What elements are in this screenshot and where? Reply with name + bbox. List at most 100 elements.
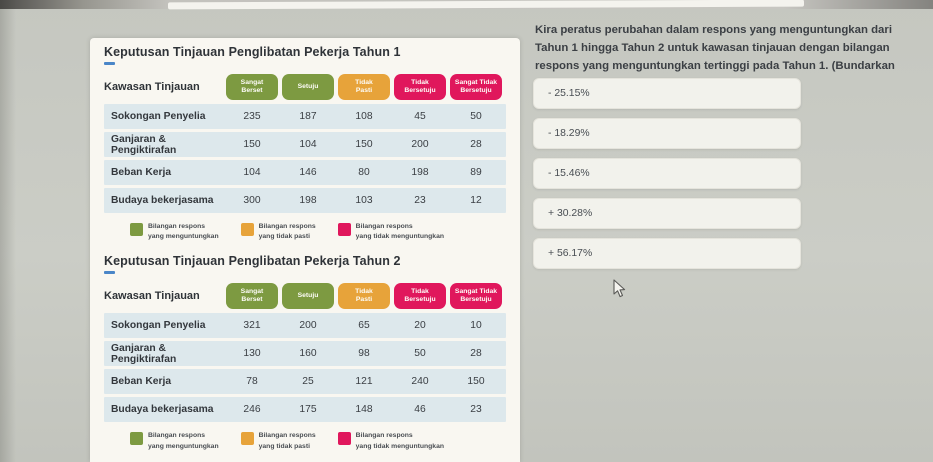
row-label: Sokongan Penyelia — [111, 320, 206, 332]
legend-swatch-pink — [337, 432, 351, 446]
cell-value: 89 — [470, 167, 482, 178]
cell-value: 198 — [411, 167, 429, 178]
column-badge-uncertain: Tidak Pasti — [338, 283, 390, 310]
answer-option-5[interactable]: + 56.17% — [533, 238, 801, 269]
column-badge-uncertain: Tidak Pasti — [338, 74, 390, 100]
cell-value: 235 — [243, 111, 261, 122]
cell-value: 200 — [299, 320, 317, 332]
cell-value: 198 — [299, 195, 317, 206]
title-underline-accent — [104, 62, 115, 65]
cell-value: 104 — [243, 167, 261, 178]
row-header-label: Kawasan Tinjauan — [104, 81, 200, 93]
row-label: Budaya bekerjasama — [111, 404, 214, 416]
row-label: Ganjaran & Pengiktirafan — [111, 133, 177, 156]
cell-value: 78 — [246, 376, 258, 388]
cell-value: 45 — [414, 111, 426, 122]
row-header-label: Kawasan Tinjauan — [104, 290, 200, 303]
legend-line: Bilangan respons — [355, 223, 413, 230]
legend: Bilangan respons yang menguntungkan Bila… — [130, 431, 506, 451]
legend-item-favourable: Bilangan respons yang menguntungkan — [130, 222, 219, 242]
table-year1: Keputusan Tinjauan Penglibatan Pekerja T… — [104, 45, 506, 242]
cell-value: 50 — [470, 111, 482, 122]
cell-value: 160 — [299, 348, 317, 360]
cell-value: 103 — [355, 195, 373, 206]
answer-option-1[interactable]: - 25.15% — [533, 78, 801, 109]
badge-line: Setuju — [297, 82, 319, 90]
legend-line: Bilangan respons — [258, 223, 316, 230]
cell-value: 10 — [470, 320, 482, 332]
cell-value: 28 — [470, 348, 482, 360]
cell-value: 25 — [302, 376, 314, 388]
legend-line: Bilangan respons — [355, 432, 413, 440]
badge-line: Tidak — [355, 78, 373, 86]
answer-option-2[interactable]: - 18.29% — [533, 118, 801, 149]
table-row: Budaya bekerjasama 246 175 148 46 23 — [104, 397, 506, 423]
column-badge-strongly-agree: Sangat Berset — [226, 283, 278, 310]
legend-label: Bilangan respons yang menguntungkan — [148, 222, 219, 242]
legend-line: Bilangan respons — [258, 432, 316, 440]
legend-item-favourable: Bilangan respons yang menguntungkan — [130, 431, 219, 451]
cell-value: 121 — [355, 376, 373, 388]
legend-line: yang tidak pasti — [258, 233, 310, 241]
column-badge-agree: Setuju — [282, 74, 334, 100]
legend-line: yang tidak pasti — [258, 442, 310, 450]
cell-value: 12 — [470, 195, 482, 206]
badge-line: Bersetuju — [460, 296, 492, 304]
table-row: Beban Kerja 104 146 80 198 89 — [104, 160, 506, 185]
cell-value: 150 — [467, 376, 485, 388]
legend-item-unfavourable: Bilangan respons yang tidak menguntungka… — [337, 222, 444, 242]
legend-line: yang menguntungkan — [148, 233, 219, 241]
badge-line: Setuju — [297, 292, 319, 300]
cell-value: 80 — [358, 167, 370, 178]
table-row: Budaya bekerjasama 300 198 103 23 12 — [104, 188, 506, 213]
cell-value: 130 — [243, 348, 261, 360]
answer-option-3[interactable]: - 15.46% — [533, 158, 801, 189]
legend: Bilangan respons yang menguntungkan Bila… — [130, 222, 506, 242]
legend-line: Bilangan respons — [148, 432, 206, 440]
cell-value: 20 — [414, 320, 426, 332]
cell-value: 150 — [243, 139, 261, 150]
badge-line: Tidak — [411, 78, 429, 86]
legend-label: Bilangan respons yang tidak menguntungka… — [356, 431, 444, 451]
badge-line: Pasti — [355, 296, 373, 304]
legend-swatch-green — [130, 223, 143, 236]
table-year2: Keputusan Tinjauan Penglibatan Pekerja T… — [104, 254, 506, 451]
cell-value: 23 — [414, 195, 426, 206]
legend-item-uncertain: Bilangan respons yang tidak pasti — [240, 431, 316, 451]
table-year2-header-row: Kawasan Tinjauan Sangat Berset Setuju Ti… — [104, 282, 506, 310]
cell-value: 187 — [299, 111, 317, 122]
cell-value: 200 — [411, 139, 429, 150]
row-label: Beban Kerja — [111, 167, 172, 178]
table-row: Ganjaran & Pengiktirafan 150 104 150 200… — [104, 132, 506, 157]
badge-line: Sangat Tidak — [454, 288, 498, 296]
badge-line: Sangat — [240, 288, 264, 296]
badge-line: Pasti — [355, 87, 373, 94]
table-year1-title: Keputusan Tinjauan Penglibatan Pekerja T… — [104, 45, 401, 59]
legend-line: yang menguntungkan — [148, 442, 219, 450]
legend-line: Bilangan respons — [148, 223, 206, 230]
legend-swatch-amber — [240, 432, 254, 446]
column-badge-strongly-agree: Sangat Berset — [226, 74, 278, 100]
legend-item-unfavourable: Bilangan respons yang tidak menguntungka… — [337, 431, 444, 451]
answer-option-4[interactable]: + 30.28% — [533, 198, 801, 229]
cell-value: 321 — [243, 320, 261, 332]
row-label: Beban Kerja — [111, 376, 172, 388]
survey-tables-panel: Keputusan Tinjauan Penglibatan Pekerja T… — [90, 38, 520, 462]
cell-value: 28 — [470, 139, 482, 150]
badge-line: Berset — [241, 87, 263, 94]
cell-value: 300 — [243, 195, 261, 206]
legend-swatch-pink — [337, 223, 351, 236]
legend-label: Bilangan respons yang tidak pasti — [259, 431, 316, 451]
row-label: Ganjaran & Pengiktirafan — [111, 342, 177, 365]
badge-line: Tidak — [411, 288, 429, 296]
cell-value: 175 — [299, 404, 317, 416]
table-row: Beban Kerja 78 25 121 240 150 — [104, 369, 506, 395]
legend-label: Bilangan respons yang tidak menguntungka… — [356, 222, 444, 242]
cell-value: 46 — [414, 404, 426, 416]
badge-line: Sangat Tidak — [454, 78, 498, 86]
cell-value: 23 — [470, 404, 482, 416]
cell-value: 148 — [355, 404, 373, 416]
column-badge-strongly-disagree: Sangat Tidak Bersetuju — [450, 283, 502, 310]
column-badge-disagree: Tidak Bersetuju — [394, 74, 446, 100]
cell-value: 98 — [358, 348, 370, 360]
